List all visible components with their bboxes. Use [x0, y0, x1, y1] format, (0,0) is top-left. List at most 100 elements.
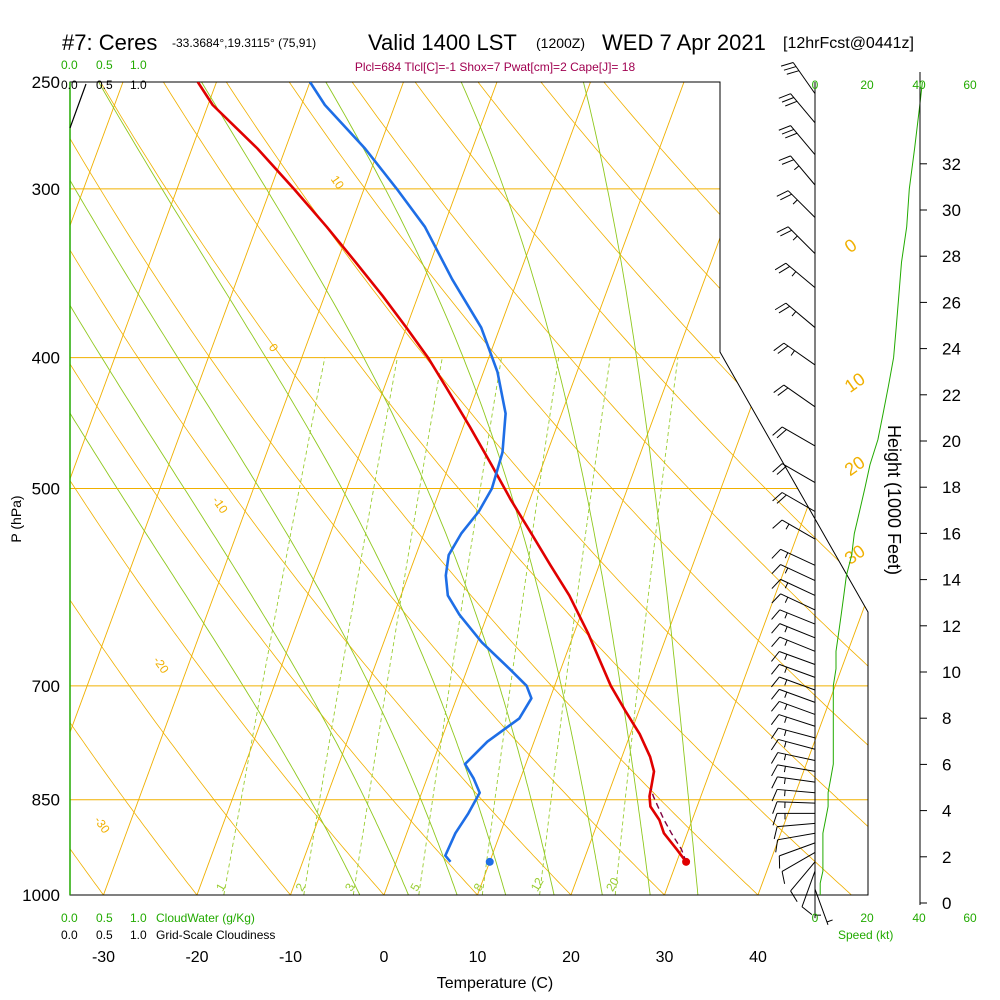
speed-scale-tick: 60 — [963, 911, 977, 925]
wind-barb-staff — [777, 822, 816, 828]
speed-scale-tick: 20 — [860, 78, 874, 92]
wind-barb-flag — [776, 190, 789, 197]
wind-barb — [773, 384, 816, 408]
speed-scale-tick: 40 — [912, 911, 926, 925]
wind-barb-staff — [781, 519, 816, 540]
wind-barb-staff — [779, 663, 816, 678]
cloud-scale-tick: 1.0 — [130, 58, 147, 72]
wind-barb — [776, 190, 816, 218]
height-tick-label: 16 — [942, 524, 961, 543]
wind-barb-half-flag — [785, 523, 790, 530]
dry-adiabat-line — [321, 82, 868, 895]
wind-barb-flag — [785, 132, 798, 139]
isotherm-line — [70, 82, 359, 895]
speed-label: Speed (kt) — [838, 928, 893, 942]
wind-barb-staff — [781, 852, 816, 872]
wind-barb — [770, 714, 816, 727]
height-tick-label: 10 — [942, 663, 961, 682]
wind-barb-flag — [776, 465, 787, 475]
wind-barb-staff — [777, 832, 816, 841]
wind-barb-half-flag — [790, 350, 795, 356]
wind-barb-half-flag — [784, 567, 789, 574]
forecast-label: [12hrFcst@0441z] — [783, 35, 914, 52]
wind-barb-flag — [771, 636, 781, 648]
wind-barb — [772, 519, 816, 540]
wind-barb-staff — [777, 764, 816, 772]
wind-barb-staff — [790, 861, 816, 892]
temperature-tick-label: 10 — [469, 949, 487, 966]
parcel-line — [650, 788, 687, 863]
wind-barb-half-flag — [783, 754, 787, 761]
wind-barb — [770, 752, 816, 764]
wind-barb-staff — [778, 727, 816, 739]
cloud-water-label: CloudWater (g/Kg) — [156, 911, 255, 925]
wind-barb-staff — [780, 564, 816, 582]
cloud-scale-tick: 0.0 — [61, 58, 78, 72]
wind-barb — [780, 62, 816, 94]
wind-barb-flag — [772, 426, 783, 436]
wind-barb-flag — [771, 764, 779, 777]
cloud-scale-tick: 0.5 — [96, 58, 113, 72]
wind-barb-staff — [790, 125, 816, 156]
wind-barb — [771, 593, 816, 611]
wind-barb-flag — [772, 519, 783, 529]
speed-scale-tick: 0 — [812, 911, 819, 925]
wind-barb — [801, 870, 816, 916]
wind-barb-flag — [790, 890, 798, 902]
mixing-ratio-label: 20 — [603, 875, 622, 894]
wind-barb-staff — [781, 463, 816, 484]
wind-barb-half-flag — [784, 639, 788, 646]
pressure-tick-label: 500 — [32, 480, 60, 499]
wind-barb-staff — [814, 888, 829, 925]
cloud-water-trace — [69, 83, 87, 129]
wind-barb — [771, 700, 816, 715]
wind-barb — [771, 676, 816, 691]
temperature-tick-label: 30 — [656, 949, 674, 966]
wind-barb — [773, 342, 816, 366]
height-tick-label: 8 — [942, 709, 951, 728]
wind-barb-flag — [773, 826, 778, 840]
dry-adiabat-line — [70, 82, 221, 895]
cloud-scale-tick: 0.0 — [61, 911, 78, 925]
wind-barb-flag — [776, 494, 787, 504]
isotherm-line — [70, 82, 172, 895]
wind-barb-flag — [772, 492, 783, 502]
wind-barb-staff — [778, 714, 816, 727]
wind-barb — [771, 688, 816, 703]
wind-barb-flag — [772, 801, 778, 814]
wind-barb-flag — [775, 839, 779, 853]
wind-barb-staff — [779, 623, 816, 639]
wind-barb-flag — [780, 193, 792, 201]
height-tick-label: 20 — [942, 432, 961, 451]
wind-barb-flag — [772, 813, 778, 826]
wind-barb — [771, 764, 816, 777]
wind-barb-flag — [771, 664, 780, 675]
height-axis-title: Height (1000 Feet) — [884, 425, 904, 575]
wind-barb-half-flag — [784, 790, 786, 797]
wind-barb-staff — [801, 870, 816, 907]
temperature-tick-label: -30 — [92, 949, 115, 966]
wind-barb-flag — [781, 97, 794, 103]
wind-barb-staff — [792, 62, 816, 94]
wind-barb-flag — [780, 62, 794, 67]
wind-barb-flag — [770, 727, 779, 739]
wind-barb — [771, 548, 816, 566]
moist-adiabat-line — [396, 82, 655, 895]
moist-adiabat-line — [124, 82, 561, 895]
wind-barb — [778, 93, 816, 124]
wind-barb-flag — [771, 609, 781, 620]
wind-barb-flag — [781, 128, 794, 135]
wind-barb-flag — [778, 266, 790, 274]
wind-barb — [776, 226, 816, 254]
wind-barb-staff — [785, 262, 816, 289]
wind-barb-staff — [785, 302, 816, 328]
wind-barb-half-flag — [783, 730, 787, 737]
height-tick-label: 22 — [942, 386, 961, 405]
wind-barb-flag — [771, 776, 778, 789]
wind-barb-flag — [778, 125, 791, 131]
wind-barb-flag — [777, 387, 789, 396]
dry-adiabat-line — [262, 82, 868, 895]
wind-barb-staff — [790, 155, 816, 186]
